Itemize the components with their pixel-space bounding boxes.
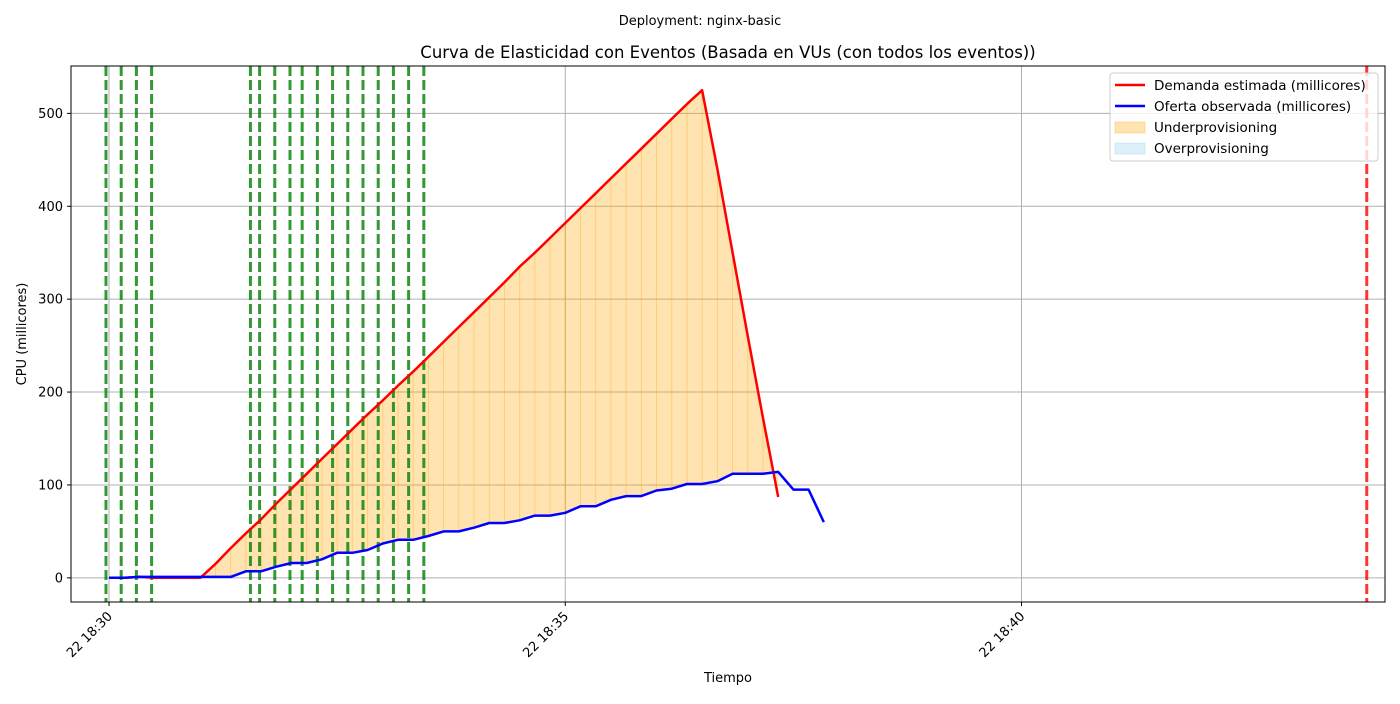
underprovisioning-area: [109, 90, 779, 578]
legend-overprovisioning-swatch: [1114, 142, 1146, 155]
x-axis-label: Tiempo: [703, 671, 752, 686]
event-lines-layer: [104, 66, 1369, 602]
chart-title: Curva de Elasticidad con Eventos (Basada…: [420, 43, 1035, 62]
y-tick-label: 500: [38, 107, 63, 122]
series-layer: [109, 88, 825, 580]
supply-series-line: [109, 470, 825, 580]
y-tick-label: 100: [38, 478, 63, 493]
y-tick-label: 200: [38, 386, 63, 401]
chart-suptitle: Deployment: nginx-basic: [619, 14, 782, 29]
y-axis-label: CPU (millicores): [15, 283, 30, 386]
plot-area-frame: [70, 65, 1386, 603]
legend-supply-label: Oferta observada (millicores): [1154, 99, 1351, 115]
x-tick-label: 22 18:40: [977, 609, 1029, 661]
demand-series-line: [109, 88, 780, 580]
x-tick-label: 22 18:30: [64, 609, 116, 661]
y-tick-label: 300: [38, 293, 63, 308]
legend-box: [1109, 72, 1379, 162]
y-tick-label: 400: [38, 200, 63, 215]
legend-underprovisioning-label: Underprovisioning: [1154, 120, 1277, 136]
y-tick-label: 0: [55, 571, 63, 586]
legend-demand-label: Demanda estimada (millicores): [1154, 78, 1366, 94]
legend-underprovisioning-swatch: [1114, 121, 1146, 134]
legend: Demanda estimada (millicores) Oferta obse…: [1109, 72, 1379, 162]
legend-overprovisioning-label: Overprovisioning: [1154, 141, 1269, 157]
underprovisioning-fill-layer: [109, 90, 779, 578]
x-tick-label: 22 18:35: [520, 609, 572, 661]
